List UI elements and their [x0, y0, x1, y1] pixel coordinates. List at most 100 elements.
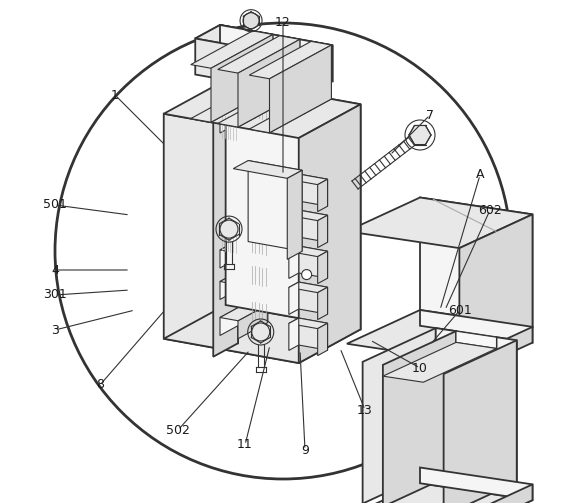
Polygon shape: [252, 31, 273, 89]
Text: 3: 3: [51, 323, 59, 337]
Polygon shape: [191, 85, 273, 122]
Polygon shape: [220, 234, 250, 268]
Polygon shape: [299, 246, 328, 278]
Polygon shape: [289, 318, 328, 328]
Polygon shape: [288, 170, 302, 260]
Polygon shape: [289, 174, 299, 206]
Polygon shape: [238, 269, 268, 303]
Text: 602: 602: [478, 204, 502, 216]
Polygon shape: [318, 287, 328, 319]
Polygon shape: [250, 234, 268, 255]
Polygon shape: [250, 99, 268, 120]
Polygon shape: [250, 63, 268, 84]
Polygon shape: [250, 301, 268, 322]
Polygon shape: [299, 282, 328, 314]
Polygon shape: [299, 174, 328, 206]
Polygon shape: [289, 210, 299, 242]
Polygon shape: [308, 45, 332, 95]
Circle shape: [252, 323, 270, 341]
Polygon shape: [164, 114, 299, 363]
Text: 4: 4: [51, 264, 59, 277]
Polygon shape: [299, 318, 328, 350]
Polygon shape: [195, 25, 238, 42]
Polygon shape: [289, 246, 299, 279]
Polygon shape: [289, 246, 328, 257]
Polygon shape: [220, 63, 268, 82]
Polygon shape: [420, 310, 533, 343]
Polygon shape: [238, 237, 268, 271]
Polygon shape: [249, 96, 331, 133]
Polygon shape: [460, 214, 533, 361]
Polygon shape: [220, 31, 250, 65]
Polygon shape: [220, 301, 250, 336]
Polygon shape: [195, 25, 332, 59]
Polygon shape: [220, 301, 268, 321]
Polygon shape: [318, 251, 328, 284]
Polygon shape: [420, 198, 533, 327]
Text: 8: 8: [96, 378, 104, 391]
Polygon shape: [299, 210, 328, 242]
Polygon shape: [318, 179, 328, 212]
Polygon shape: [289, 282, 299, 314]
Text: A: A: [476, 169, 484, 182]
Polygon shape: [436, 328, 456, 473]
Polygon shape: [409, 125, 431, 144]
Text: 10: 10: [412, 362, 428, 375]
Polygon shape: [218, 36, 300, 73]
Polygon shape: [220, 25, 238, 343]
Polygon shape: [213, 28, 238, 357]
Polygon shape: [220, 265, 250, 299]
Text: 7: 7: [426, 109, 434, 122]
Polygon shape: [238, 102, 268, 136]
Polygon shape: [289, 318, 299, 351]
Polygon shape: [191, 31, 273, 68]
Polygon shape: [363, 328, 436, 503]
Polygon shape: [248, 160, 302, 252]
Polygon shape: [220, 99, 268, 118]
Polygon shape: [164, 305, 361, 363]
Polygon shape: [460, 327, 533, 376]
Polygon shape: [347, 483, 533, 503]
Circle shape: [302, 270, 312, 280]
Polygon shape: [289, 174, 328, 185]
Polygon shape: [211, 35, 273, 122]
Polygon shape: [280, 36, 300, 94]
Text: 1: 1: [111, 89, 119, 102]
Polygon shape: [220, 265, 268, 285]
Polygon shape: [220, 99, 250, 133]
Polygon shape: [318, 323, 328, 356]
Polygon shape: [250, 265, 268, 287]
Polygon shape: [220, 25, 332, 81]
Polygon shape: [238, 35, 268, 69]
Text: 601: 601: [448, 303, 472, 316]
Text: 301: 301: [43, 289, 67, 301]
Polygon shape: [299, 104, 361, 363]
Polygon shape: [456, 331, 496, 349]
Polygon shape: [460, 484, 533, 503]
Polygon shape: [220, 31, 268, 51]
Circle shape: [220, 220, 238, 238]
Polygon shape: [233, 160, 302, 179]
Text: 9: 9: [301, 444, 309, 457]
Polygon shape: [289, 282, 328, 293]
Polygon shape: [311, 41, 331, 99]
Polygon shape: [238, 304, 268, 339]
Polygon shape: [496, 337, 517, 482]
Polygon shape: [195, 39, 308, 95]
Polygon shape: [226, 80, 361, 329]
Polygon shape: [269, 45, 331, 133]
Text: 11: 11: [237, 439, 253, 452]
Polygon shape: [383, 343, 496, 382]
Polygon shape: [250, 31, 268, 52]
Polygon shape: [238, 39, 300, 127]
Polygon shape: [220, 234, 268, 253]
Polygon shape: [249, 41, 331, 79]
Polygon shape: [383, 331, 456, 503]
Polygon shape: [318, 215, 328, 247]
Text: 502: 502: [166, 424, 190, 437]
Polygon shape: [289, 210, 328, 221]
Polygon shape: [218, 90, 300, 127]
Text: 13: 13: [357, 403, 373, 416]
Text: 501: 501: [43, 199, 67, 211]
Polygon shape: [238, 66, 268, 100]
